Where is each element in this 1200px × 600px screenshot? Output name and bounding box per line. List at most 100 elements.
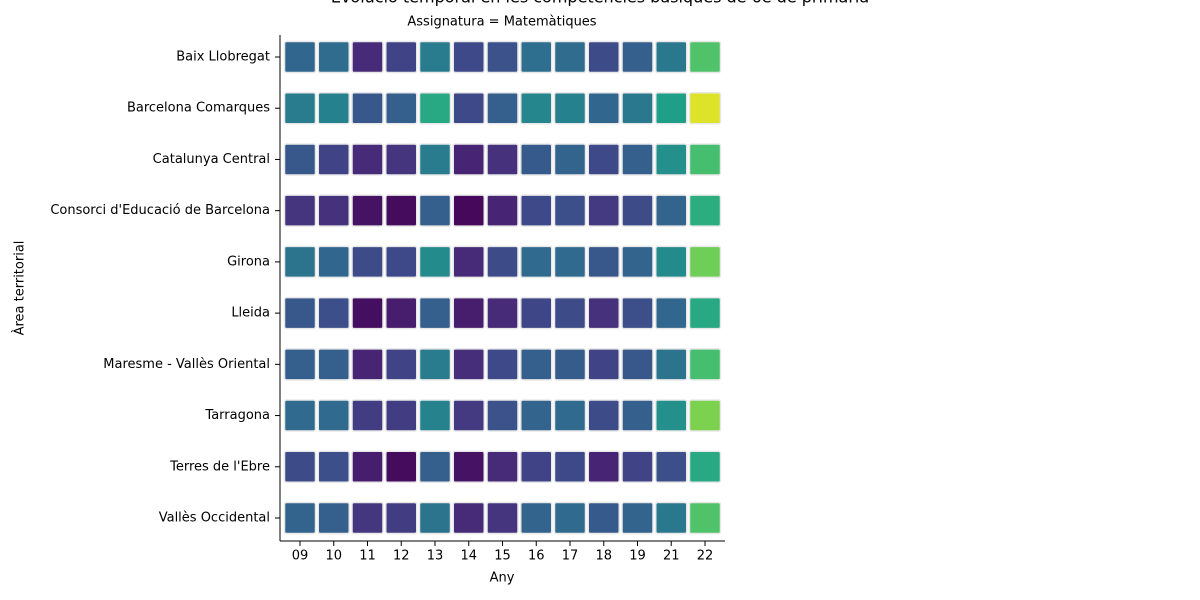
- heatmap-cell: [688, 399, 722, 432]
- heatmap-cell: [385, 91, 418, 125]
- y-tick-label: Barcelona Comarques: [127, 101, 270, 116]
- heatmap-cell: [587, 40, 620, 74]
- heatmap-cell: [351, 194, 384, 227]
- heatmap-cell: [418, 91, 452, 125]
- heatmap-cell: [520, 348, 553, 381]
- heatmap-cell: [553, 245, 587, 279]
- heatmap-cell: [553, 194, 587, 227]
- heatmap-cell: [587, 348, 620, 381]
- heatmap-cell: [688, 348, 722, 381]
- heatmap-cell: [418, 143, 452, 176]
- heatmap-cell: [452, 501, 485, 535]
- heatmap-cell: [655, 194, 688, 227]
- heatmap-cell: [655, 143, 688, 176]
- heatmap-cell: [587, 399, 620, 432]
- heatmap-cell: [587, 194, 620, 227]
- heatmap-cell: [587, 91, 620, 125]
- heatmap-cell: [553, 450, 587, 484]
- heatmap-cell: [452, 399, 485, 432]
- heatmap-cell: [520, 245, 553, 279]
- heatmap-cell: [688, 143, 722, 176]
- heatmap-cell: [587, 450, 620, 484]
- heatmap-cell: [655, 501, 688, 535]
- heatmap-cell: [621, 348, 654, 381]
- heatmap-cell: [688, 245, 722, 279]
- heatmap-cell: [283, 40, 317, 74]
- heatmap-cell: [385, 348, 418, 381]
- heatmap-cell: [452, 245, 485, 279]
- heatmap-cell: [452, 348, 485, 381]
- heatmap-cell: [520, 40, 553, 74]
- heatmap-cell: [553, 143, 587, 176]
- heatmap-cell: [283, 399, 317, 432]
- heatmap-cell: [553, 91, 587, 125]
- x-tick-label: 12: [393, 549, 410, 564]
- heatmap-cell: [351, 245, 384, 279]
- x-tick-label: 11: [359, 549, 376, 564]
- heatmap-cell: [418, 450, 452, 484]
- heatmap-cell: [587, 296, 620, 330]
- heatmap-cell: [520, 296, 553, 330]
- y-tick-label: Consorci d'Educació de Barcelona: [50, 203, 270, 218]
- x-tick-label: 17: [562, 549, 579, 564]
- heatmap-cell: [486, 91, 519, 125]
- heatmap-cell: [418, 40, 452, 74]
- y-tick-label: Baix Llobregat: [176, 50, 270, 65]
- heatmap-cell: [655, 399, 688, 432]
- heatmap-cell: [283, 245, 317, 279]
- heatmap-cell: [621, 296, 654, 330]
- heatmap-cell: [520, 194, 553, 227]
- heatmap-cell: [655, 348, 688, 381]
- x-tick-label: 09: [292, 549, 309, 564]
- heatmap-cell: [452, 296, 485, 330]
- heatmap-cell: [486, 399, 519, 432]
- x-tick-label: 21: [663, 549, 680, 564]
- heatmap-cell: [486, 143, 519, 176]
- heatmap-cell: [520, 450, 553, 484]
- y-tick-label: Vallès Occidental: [159, 511, 270, 526]
- heatmap-cell: [688, 450, 722, 484]
- x-tick-label: 15: [494, 549, 511, 564]
- heatmap-cell: [553, 399, 587, 432]
- heatmap-cell: [418, 501, 452, 535]
- heatmap-cell: [418, 245, 452, 279]
- x-tick-label: 10: [325, 549, 342, 564]
- heatmap-cell: [317, 245, 350, 279]
- heatmap-cell: [621, 450, 654, 484]
- heatmap-cell: [317, 399, 350, 432]
- y-tick-label: Terres de l'Ebre: [169, 459, 270, 474]
- heatmap-cell: [283, 91, 317, 125]
- heatmap-cell: [688, 501, 722, 535]
- heatmap-cell: [385, 40, 418, 74]
- heatmap-cell: [655, 40, 688, 74]
- heatmap-cell: [486, 348, 519, 381]
- y-tick-label: Tarragona: [204, 408, 270, 423]
- heatmap-cell: [351, 91, 384, 125]
- heatmap-cell: [317, 348, 350, 381]
- heatmap-cell: [486, 40, 519, 74]
- heatmap-cell: [385, 143, 418, 176]
- heatmap-cell: [587, 501, 620, 535]
- heatmap-cell: [418, 296, 452, 330]
- heatmap-cell: [452, 194, 485, 227]
- heatmap-cell: [317, 296, 350, 330]
- heatmap-cell: [317, 450, 350, 484]
- heatmap-cell: [486, 194, 519, 227]
- heatmap-cell: [587, 143, 620, 176]
- heatmap-cell: [621, 91, 654, 125]
- heatmap-cell: [418, 348, 452, 381]
- heatmap-cell: [621, 40, 654, 74]
- heatmap-cell: [486, 450, 519, 484]
- heatmap-cell: [486, 501, 519, 535]
- heatmap-cell: [486, 296, 519, 330]
- heatmap-cell: [385, 296, 418, 330]
- heatmap-cell: [553, 296, 587, 330]
- x-tick-label: 22: [697, 549, 714, 564]
- heatmap-cell: [621, 245, 654, 279]
- heatmap-cell: [655, 296, 688, 330]
- x-axis-label: Any: [490, 571, 515, 586]
- heatmap-cell: [283, 296, 317, 330]
- heatmap-cell: [553, 40, 587, 74]
- heatmap-cell: [283, 501, 317, 535]
- heatmap-cell: [317, 40, 350, 74]
